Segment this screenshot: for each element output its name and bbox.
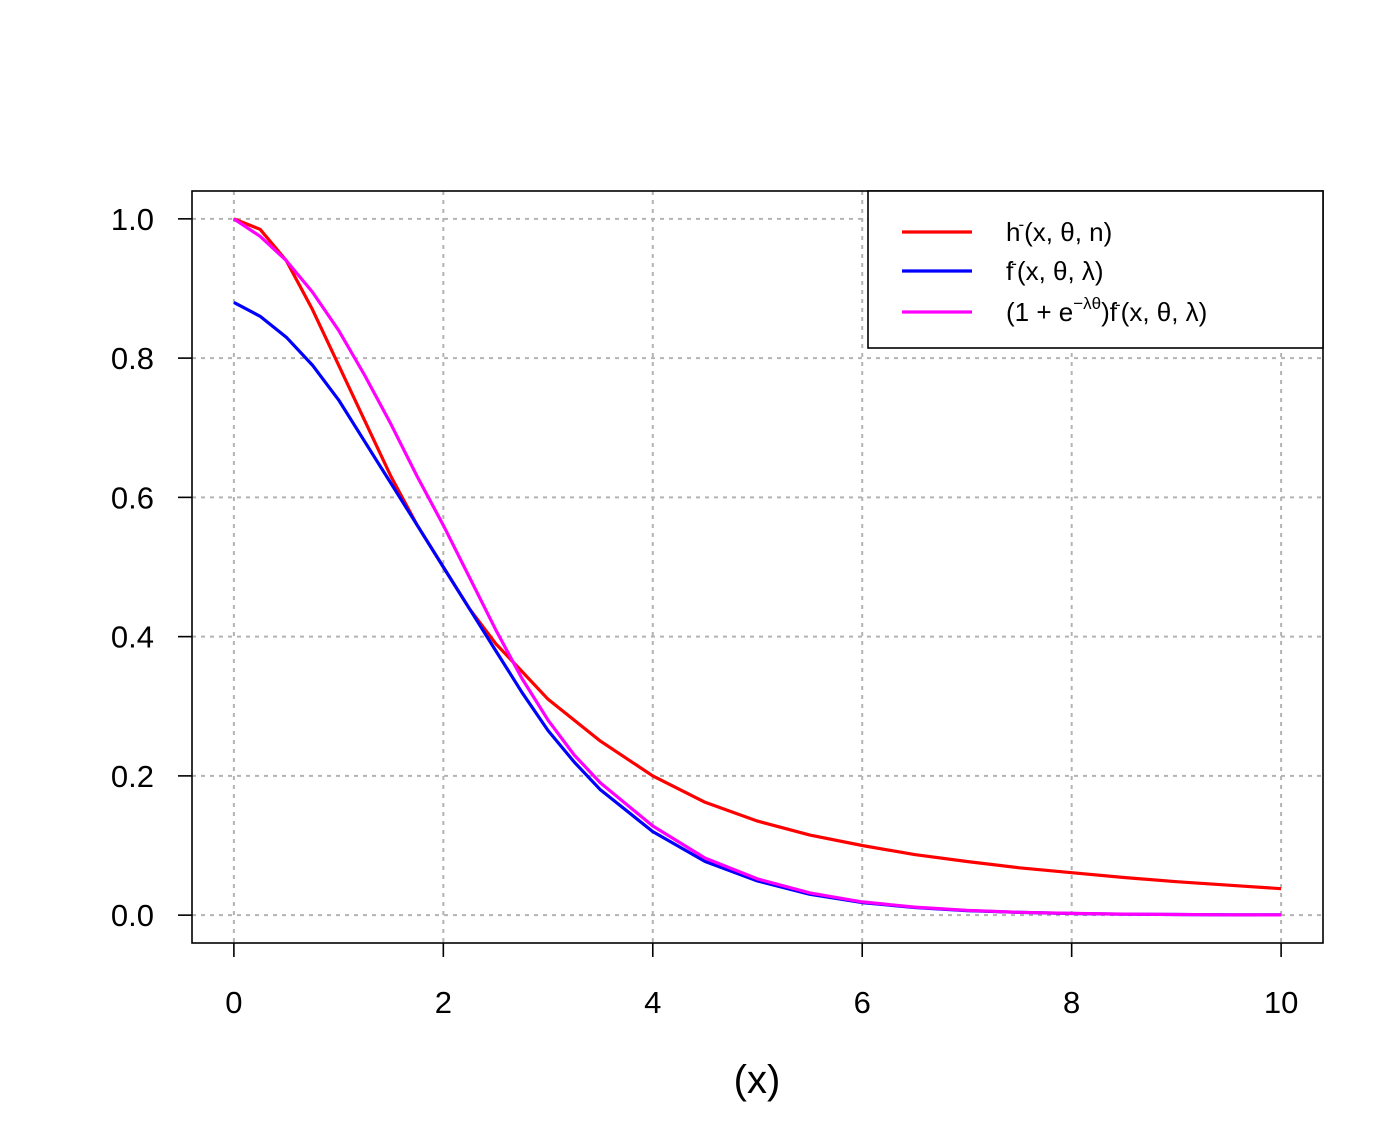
legend-label-f: f-(x, θ, λ) bbox=[1006, 254, 1104, 286]
series-line-f bbox=[233, 300, 1282, 917]
y-tick-label-5: 1.0 bbox=[111, 202, 154, 237]
y-tick-label-4: 0.8 bbox=[111, 341, 154, 376]
y-tick-label-1: 0.2 bbox=[111, 759, 154, 794]
series-line-scaled-f bbox=[233, 217, 1282, 917]
x-tick-label-2: 4 bbox=[644, 985, 661, 1020]
y-tick-label-2: 0.4 bbox=[111, 620, 154, 655]
x-tick-label-4: 8 bbox=[1063, 985, 1080, 1020]
x-axis-title: (x) bbox=[734, 1058, 781, 1102]
plot-frame bbox=[191, 190, 1324, 944]
y-tick-label-0: 0.0 bbox=[111, 898, 154, 933]
x-tick-label-0: 0 bbox=[225, 985, 242, 1020]
y-axis: 0.0 0.2 0.4 0.6 0.8 1.0 bbox=[111, 202, 192, 933]
x-tick-label-3: 6 bbox=[854, 985, 871, 1020]
y-tick-label-3: 0.6 bbox=[111, 480, 154, 515]
x-axis: 0 2 4 6 8 10 bbox=[225, 943, 1298, 1020]
series-line-h bbox=[233, 217, 1282, 891]
x-tick-label-1: 2 bbox=[435, 985, 452, 1020]
legend: h-(x, θ, n) f-(x, θ, λ) (1 + e−λθ)f-(x, … bbox=[867, 190, 1324, 349]
x-tick-label-5: 10 bbox=[1264, 985, 1298, 1020]
series-lines bbox=[233, 217, 1282, 917]
legend-label-scaled-f: (1 + e−λθ)f-(x, θ, λ) bbox=[1006, 294, 1207, 327]
legend-label-h: h-(x, θ, n) bbox=[1006, 215, 1112, 247]
